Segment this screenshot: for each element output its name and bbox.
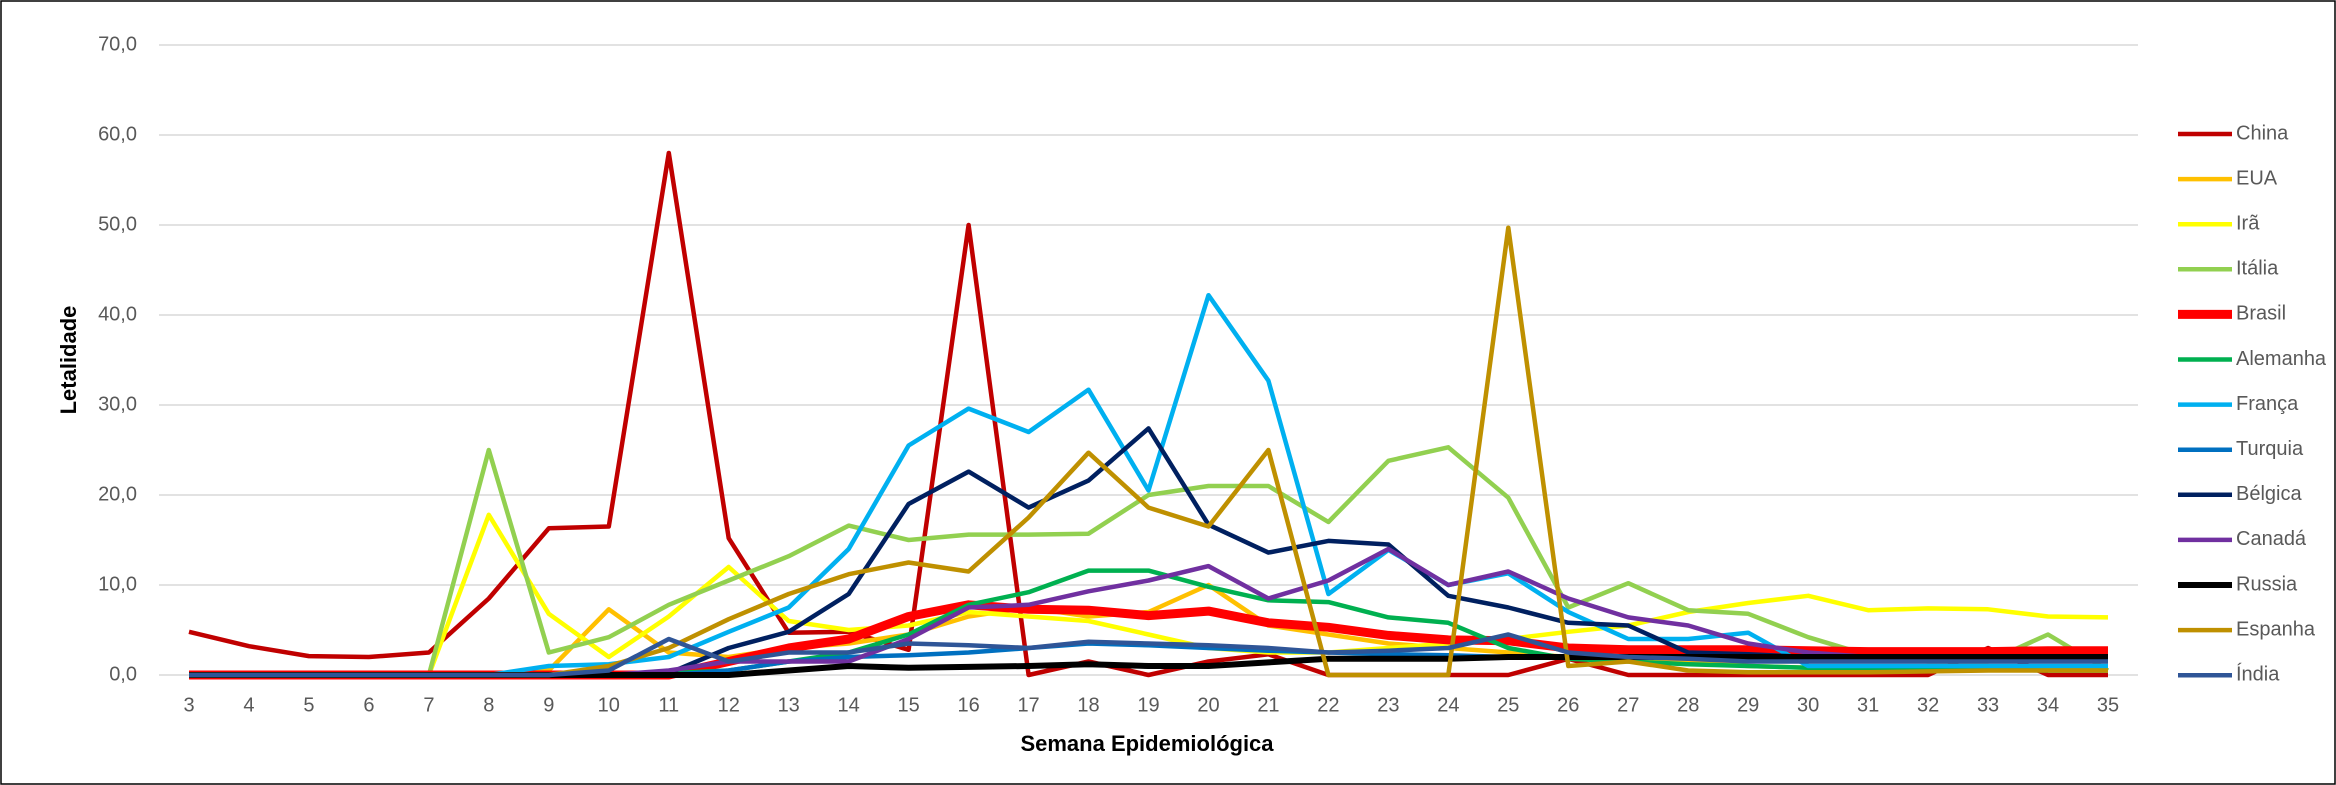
x-tick-label: 13: [778, 694, 800, 716]
y-tick-label: 50,0: [98, 213, 137, 235]
y-tick-label: 70,0: [98, 33, 137, 55]
series-line: [189, 512, 2109, 678]
y-tick-label: 60,0: [98, 123, 137, 145]
legend-label: EUA: [2236, 167, 2278, 189]
x-tick-label: 5: [303, 694, 314, 716]
x-tick-label: 35: [2097, 694, 2119, 716]
x-tick-label: 26: [1557, 694, 1579, 716]
x-tick-label: 28: [1677, 694, 1699, 716]
x-tick-label: 33: [1977, 694, 1999, 716]
legend-label: França: [2236, 393, 2299, 415]
x-tick-label: 9: [543, 694, 554, 716]
legend-label: Turquia: [2236, 438, 2304, 460]
x-tick-label: 23: [1377, 694, 1399, 716]
legend-label: Russia: [2236, 573, 2298, 595]
x-tick-label: 29: [1737, 694, 1759, 716]
x-tick-label: 32: [1917, 694, 1939, 716]
x-tick-label: 19: [1137, 694, 1159, 716]
x-tick-label: 3: [183, 694, 194, 716]
y-tick-label: 40,0: [98, 303, 137, 325]
y-tick-label: 10,0: [98, 573, 137, 595]
legend-label: Espanha: [2236, 618, 2316, 640]
x-tick-label: 27: [1617, 694, 1639, 716]
y-axis-title: Letalidade: [56, 306, 81, 415]
series-line: [189, 445, 2110, 678]
y-tick-label: 0,0: [109, 663, 137, 685]
x-tick-label: 11: [658, 694, 679, 716]
x-tick-label: 24: [1437, 694, 1459, 716]
legend-label: Brasil: [2236, 303, 2286, 325]
x-tick-label: 20: [1197, 694, 1219, 716]
series-line: [189, 632, 2108, 678]
x-tick-label: 15: [898, 694, 920, 716]
legend-label: Irã: [2236, 212, 2260, 234]
x-tick-label: 30: [1797, 694, 1819, 716]
x-tick-label: 4: [243, 694, 254, 716]
x-tick-label: 22: [1317, 694, 1339, 716]
legend-label: Índia: [2236, 662, 2280, 685]
legend-label: Alemanha: [2236, 348, 2327, 370]
x-tick-label: 16: [957, 694, 979, 716]
x-tick-label: 18: [1077, 694, 1099, 716]
x-tick-label: 7: [423, 694, 434, 716]
x-tick-label: 21: [1257, 694, 1279, 716]
x-axis-title: Semana Epidemiológica: [1020, 731, 1274, 756]
y-tick-label: 20,0: [98, 483, 137, 505]
x-tick-label: 31: [1857, 694, 1879, 716]
series-line: [188, 150, 2108, 678]
x-tick-label: 34: [2037, 694, 2059, 716]
x-tick-label: 8: [483, 694, 494, 716]
x-tick-label: 6: [363, 694, 374, 716]
legend-label: Itália: [2236, 258, 2279, 280]
x-tick-label: 12: [718, 694, 740, 716]
legend-label: Canadá: [2236, 528, 2307, 550]
x-tick-label: 25: [1497, 694, 1519, 716]
legend-label: Bélgica: [2236, 483, 2302, 505]
legend-label: China: [2236, 122, 2289, 144]
x-tick-label: 10: [598, 694, 620, 716]
x-tick-label: 17: [1017, 694, 1039, 716]
x-tick-label: 14: [838, 694, 860, 716]
y-tick-label: 30,0: [98, 393, 137, 415]
